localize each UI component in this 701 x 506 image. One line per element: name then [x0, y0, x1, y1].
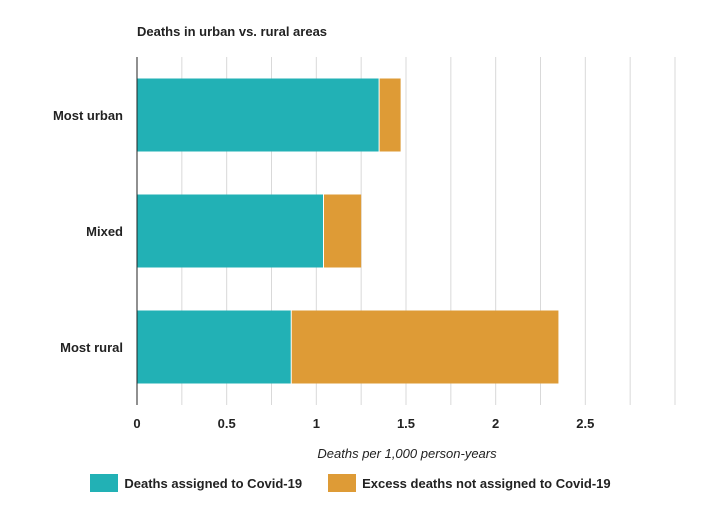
- bar-excess: [291, 310, 559, 384]
- bar-covid: [137, 194, 324, 268]
- chart-title: Deaths in urban vs. rural areas: [137, 24, 327, 39]
- bars: [137, 78, 559, 384]
- x-tick-label: 1.5: [397, 416, 415, 431]
- legend-label-excess: Excess deaths not assigned to Covid-19: [362, 475, 611, 491]
- legend: Deaths assigned to Covid-19 Excess death…: [0, 474, 701, 492]
- category-labels: Most urban Mixed Most rural: [53, 108, 123, 355]
- legend-swatch-excess: [328, 474, 357, 492]
- x-tick-label: 1: [313, 416, 320, 431]
- category-label: Mixed: [86, 224, 123, 239]
- legend-label-covid: Deaths assigned to Covid-19: [124, 475, 303, 491]
- bar-excess: [379, 78, 401, 152]
- category-label: Most urban: [53, 108, 123, 123]
- x-tick-label: 2: [492, 416, 499, 431]
- category-label: Most rural: [60, 340, 123, 355]
- legend-swatch-covid: [90, 474, 119, 492]
- x-tick-label: 2.5: [576, 416, 594, 431]
- bar-excess: [323, 194, 362, 268]
- bar-covid: [137, 78, 380, 152]
- bar-covid: [137, 310, 292, 384]
- legend-item-excess: Excess deaths not assigned to Covid-19: [328, 474, 611, 492]
- legend-item-covid: Deaths assigned to Covid-19: [90, 474, 302, 492]
- x-tick-labels: 0 0.5 1 1.5 2 2.5: [133, 416, 594, 431]
- x-axis-label: Deaths per 1,000 person-years: [317, 446, 497, 461]
- x-tick-label: 0.5: [218, 416, 236, 431]
- x-tick-label: 0: [133, 416, 140, 431]
